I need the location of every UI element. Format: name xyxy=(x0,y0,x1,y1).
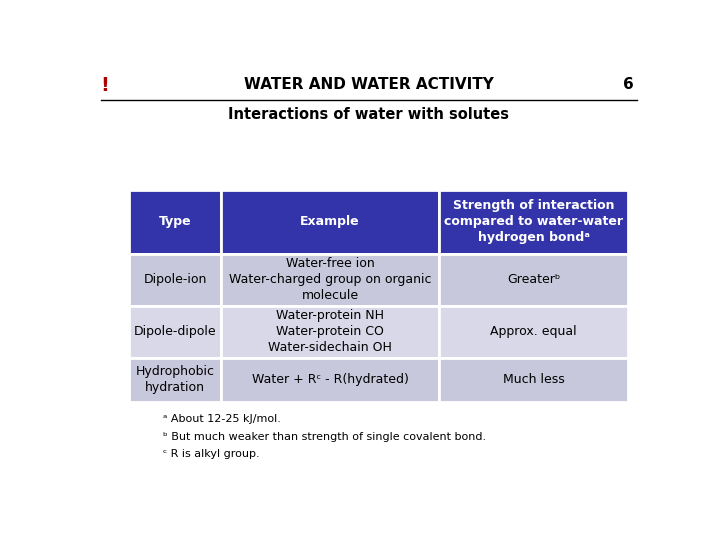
Text: Strength of interaction
compared to water-water
hydrogen bondᵃ: Strength of interaction compared to wate… xyxy=(444,199,623,244)
Text: 6: 6 xyxy=(624,77,634,92)
Text: ᵇ But much weaker than strength of single covalent bond.: ᵇ But much weaker than strength of singl… xyxy=(163,431,486,442)
Text: Dipole-dipole: Dipole-dipole xyxy=(134,326,217,339)
Text: Approx. equal: Approx. equal xyxy=(490,326,577,339)
Text: Dipole-ion: Dipole-ion xyxy=(143,273,207,287)
Text: ᶜ R is alkyl group.: ᶜ R is alkyl group. xyxy=(163,449,259,459)
Text: Water-free ion
Water-charged group on organic
molecule: Water-free ion Water-charged group on or… xyxy=(229,258,431,302)
Text: Water-protein NH
Water-protein CO
Water-sidechain OH: Water-protein NH Water-protein CO Water-… xyxy=(268,309,392,354)
Text: Much less: Much less xyxy=(503,373,564,386)
FancyBboxPatch shape xyxy=(129,254,222,306)
FancyBboxPatch shape xyxy=(438,358,629,402)
FancyBboxPatch shape xyxy=(129,358,222,402)
FancyBboxPatch shape xyxy=(438,254,629,306)
Text: Example: Example xyxy=(300,215,360,228)
FancyBboxPatch shape xyxy=(222,254,438,306)
FancyBboxPatch shape xyxy=(222,190,438,254)
Text: Interactions of water with solutes: Interactions of water with solutes xyxy=(228,107,510,122)
Text: Type: Type xyxy=(159,215,192,228)
Text: !: ! xyxy=(100,76,109,95)
Text: Hydrophobic
hydration: Hydrophobic hydration xyxy=(136,365,215,394)
Text: Greaterᵇ: Greaterᵇ xyxy=(507,273,560,287)
FancyBboxPatch shape xyxy=(438,306,629,358)
Text: ᵃ About 12-25 kJ/mol.: ᵃ About 12-25 kJ/mol. xyxy=(163,414,280,424)
FancyBboxPatch shape xyxy=(129,306,222,358)
Text: Water + Rᶜ - R(hydrated): Water + Rᶜ - R(hydrated) xyxy=(251,373,408,386)
FancyBboxPatch shape xyxy=(222,306,438,358)
FancyBboxPatch shape xyxy=(222,358,438,402)
Text: WATER AND WATER ACTIVITY: WATER AND WATER ACTIVITY xyxy=(244,77,494,92)
FancyBboxPatch shape xyxy=(438,190,629,254)
FancyBboxPatch shape xyxy=(129,190,222,254)
